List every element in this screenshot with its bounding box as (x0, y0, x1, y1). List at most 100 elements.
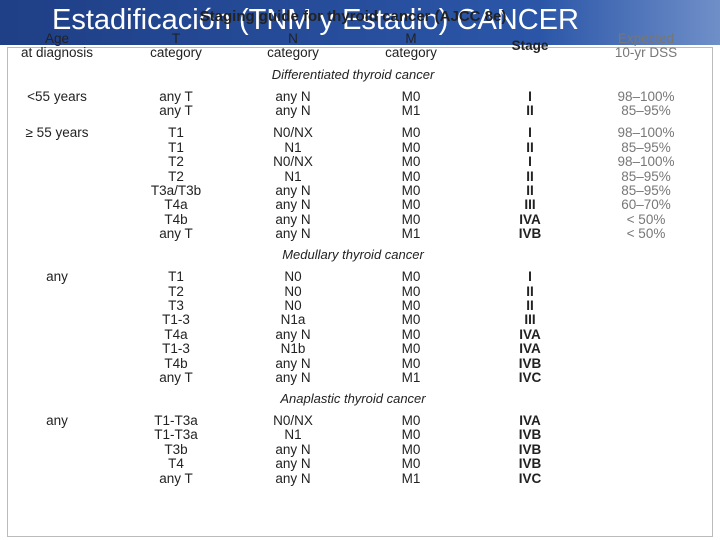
table-cell: M0 (401, 269, 421, 285)
table-cell: M1 (401, 370, 421, 385)
table-cell: any T (159, 470, 193, 486)
table-cell: M0 (401, 298, 421, 313)
age-cell: ≥ 55 years (25, 125, 89, 141)
table-cell: 60–70% (621, 197, 671, 213)
table-cell: M0 (401, 168, 421, 184)
table-cell: N0/NX (273, 125, 313, 141)
table-cell: M0 (401, 427, 421, 443)
table-cell: 98–100% (617, 154, 675, 170)
table-cell: M0 (401, 283, 421, 299)
table-cell: any N (275, 470, 311, 486)
table-title: Staging guide for thyroid cancer (AJCC 8… (199, 8, 507, 25)
table-cell: T4a (164, 197, 188, 213)
table-cell: M0 (401, 413, 421, 428)
table-cell: any N (275, 103, 311, 119)
table-cell: IVA (519, 211, 541, 227)
section-title: Medullary thyroid cancer (282, 247, 424, 263)
table-cell: M0 (401, 211, 421, 227)
table-cell: N1 (284, 427, 302, 443)
table-cell: any N (275, 89, 311, 104)
table-cell: T3 (168, 298, 184, 313)
table-cell: N0 (284, 269, 302, 285)
table-cell: M1 (401, 470, 421, 486)
table-cell: 85–95% (621, 168, 671, 184)
table-cell: M0 (401, 456, 421, 472)
table-cell: I (528, 269, 532, 285)
table-cell: T3b (164, 441, 188, 457)
table-cell: IVA (519, 326, 541, 342)
table-cell: any N (275, 211, 311, 227)
column-header: M (405, 31, 417, 46)
age-cell: any (46, 413, 68, 428)
table-cell: any N (275, 326, 311, 342)
table-cell: M0 (401, 139, 421, 155)
table-cell: T2 (168, 154, 184, 170)
table-cell: IVA (519, 413, 541, 428)
table-cell: II (526, 139, 534, 155)
section-title: Differentiated thyroid cancer (271, 67, 435, 82)
table-cell: N0 (284, 298, 302, 313)
table-cell: M0 (401, 183, 421, 198)
table-cell: M0 (401, 154, 421, 170)
column-header: T (171, 31, 181, 46)
table-cell: IVB (518, 427, 542, 443)
table-cell: IVA (519, 341, 541, 357)
table-cell: M0 (401, 125, 421, 141)
table-cell: T1-T3a (154, 413, 198, 428)
table-cell: N0/NX (273, 154, 313, 170)
header-title: Estadificación (TNM y Estadio) CANCER (52, 4, 579, 36)
table-cell: II (526, 183, 534, 198)
table-cell: T1 (168, 139, 184, 155)
table-cell: IVB (518, 456, 542, 472)
table-cell: N0 (284, 283, 302, 299)
table-cell: M0 (401, 312, 421, 328)
table-cell: T1-T3a (154, 427, 198, 443)
table-cell: T4a (164, 326, 188, 342)
table-cell: < 50% (626, 211, 666, 227)
table-cell: M0 (401, 89, 421, 104)
table-cell: any N (275, 355, 311, 371)
table-cell: any T (159, 89, 193, 104)
age-cell: <55 years (27, 89, 87, 104)
table-cell: T4 (168, 456, 184, 472)
table-cell: M0 (401, 197, 421, 213)
age-cell: any (46, 269, 68, 285)
table-cell: 85–95% (621, 103, 671, 119)
table-sheet (7, 47, 713, 537)
column-header: at diagnosis (20, 45, 94, 60)
table-cell: M0 (401, 441, 421, 457)
table-cell: I (528, 154, 532, 170)
table-cell: T1-3 (162, 312, 190, 328)
table-cell: T3a/T3b (150, 183, 202, 198)
table-cell: T2 (168, 283, 184, 299)
table-cell: IVC (518, 370, 542, 385)
table-cell: T2 (168, 168, 184, 184)
table-cell: 85–95% (621, 183, 671, 198)
table-cell: I (528, 89, 532, 104)
column-header: Age (44, 31, 70, 46)
header-bar: Estadificación (TNM y Estadio) CANCER (0, 0, 720, 45)
table-cell: III (524, 312, 536, 328)
table-cell: M1 (401, 103, 421, 119)
table-cell: II (526, 103, 534, 119)
table-cell: T4b (164, 355, 188, 371)
table-cell: any T (159, 103, 193, 119)
table-cell: 85–95% (621, 139, 671, 155)
table-cell: II (526, 283, 534, 299)
table-cell: N1b (280, 341, 306, 357)
table-cell: T1-3 (162, 341, 190, 357)
column-header: N (288, 31, 298, 46)
table-cell: N1 (284, 139, 302, 155)
table-cell: any N (275, 183, 311, 198)
table-cell: 98–100% (617, 89, 675, 104)
table-cell: T1 (168, 269, 184, 285)
table-cell: M0 (401, 341, 421, 357)
table-cell: IVB (518, 441, 542, 457)
table-cell: N1 (284, 168, 302, 184)
section-title: Anaplastic thyroid cancer (280, 391, 426, 406)
table-cell: 98–100% (617, 125, 675, 141)
table-cell: any N (275, 226, 311, 242)
table-cell: II (526, 168, 534, 184)
column-header: category (150, 45, 202, 60)
